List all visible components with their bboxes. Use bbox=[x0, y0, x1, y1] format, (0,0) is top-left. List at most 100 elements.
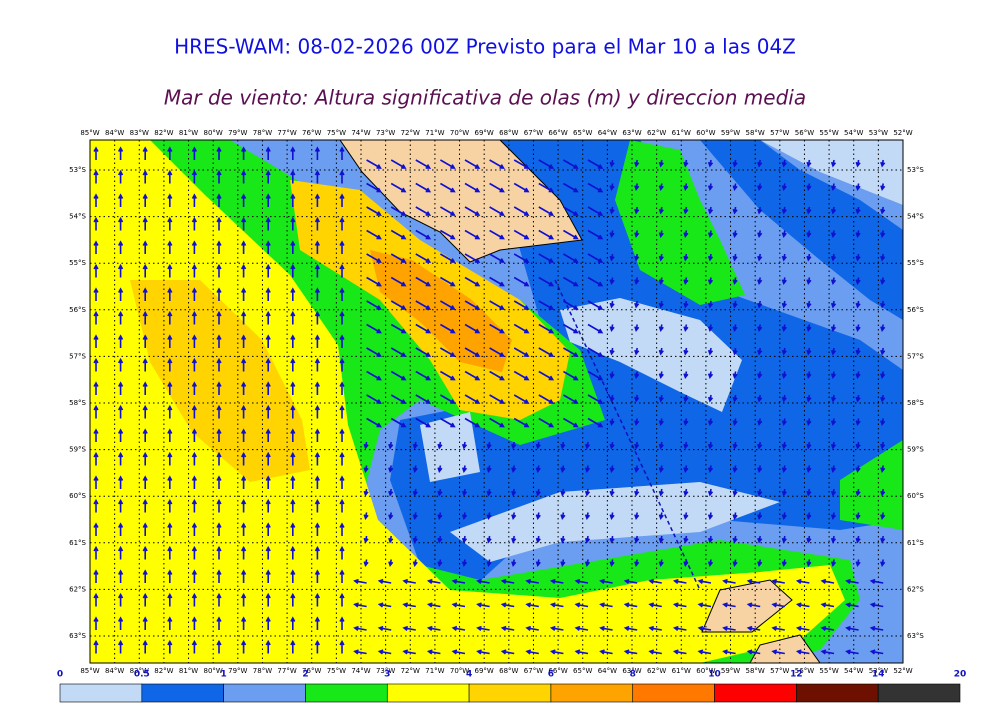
wave-arrow bbox=[437, 512, 443, 521]
lon-label: 72°W bbox=[401, 667, 420, 675]
wave-arrow bbox=[538, 253, 555, 263]
wave-arrow bbox=[167, 475, 173, 489]
wave-arrow bbox=[415, 323, 432, 334]
wave-arrow bbox=[439, 229, 456, 240]
wave-arrow bbox=[658, 512, 664, 521]
wave-arrow bbox=[93, 216, 99, 231]
wave-arrow bbox=[314, 428, 321, 442]
wave-arrow bbox=[290, 169, 296, 184]
wave-arrow bbox=[339, 475, 345, 489]
wave-arrow bbox=[290, 428, 296, 442]
wave-arrow bbox=[672, 649, 687, 655]
wave-arrow bbox=[513, 300, 530, 310]
wave-arrow bbox=[117, 569, 124, 583]
wave-arrow bbox=[93, 357, 99, 372]
wave-arrow bbox=[314, 381, 321, 395]
wave-arrow bbox=[464, 159, 481, 169]
wave-arrow bbox=[697, 602, 712, 608]
wave-arrow bbox=[489, 182, 505, 193]
wave-arrow bbox=[117, 498, 124, 513]
wave-arrow bbox=[707, 394, 714, 403]
wave-arrow bbox=[538, 347, 555, 357]
wave-arrow bbox=[757, 253, 763, 262]
wave-arrow bbox=[513, 417, 530, 428]
wave-arrow bbox=[830, 206, 837, 215]
wave-arrow bbox=[535, 488, 541, 497]
wave-arrow bbox=[855, 253, 861, 262]
wave-arrow bbox=[880, 230, 886, 239]
wave-arrow bbox=[549, 625, 564, 632]
wave-arrow bbox=[845, 649, 859, 655]
wave-arrow bbox=[191, 381, 198, 395]
wave-arrow bbox=[511, 559, 517, 568]
lon-label: 78°W bbox=[253, 667, 272, 675]
lat-label: 53°S bbox=[69, 166, 86, 174]
wave-arrow bbox=[117, 287, 124, 301]
wave-arrow bbox=[290, 287, 296, 301]
wave-arrow bbox=[587, 323, 604, 334]
legend-label: 12 bbox=[790, 670, 803, 680]
wave-arrow bbox=[117, 381, 124, 395]
wave-arrow bbox=[683, 512, 689, 521]
wave-arrow bbox=[464, 394, 481, 404]
wave-arrow bbox=[314, 193, 321, 207]
wave-arrow bbox=[634, 394, 640, 403]
wave-arrow bbox=[880, 347, 886, 356]
wave-arrow bbox=[587, 300, 604, 310]
wave-arrow bbox=[609, 183, 615, 192]
wave-arrow bbox=[93, 569, 99, 583]
wave-arrow bbox=[732, 418, 738, 427]
wave-arrow bbox=[658, 230, 664, 239]
lon-label: 73°W bbox=[376, 667, 395, 675]
wave-arrow bbox=[560, 441, 566, 450]
wave-arrow bbox=[830, 465, 837, 474]
lon-label: 58°W bbox=[746, 667, 765, 675]
wave-arrow bbox=[489, 417, 505, 428]
wave-arrow bbox=[820, 602, 835, 608]
wave-arrow bbox=[806, 300, 812, 309]
wave-arrow bbox=[240, 569, 247, 583]
wave-arrow bbox=[658, 183, 664, 192]
wave-arrow bbox=[683, 559, 689, 568]
wave-arrow bbox=[117, 310, 124, 325]
wave-arrow bbox=[855, 465, 861, 474]
wave-arrow bbox=[366, 253, 382, 263]
wave-arrow bbox=[353, 625, 367, 632]
wave-arrow bbox=[117, 545, 124, 560]
wave-arrow bbox=[464, 229, 481, 240]
wave-arrow bbox=[439, 276, 456, 287]
lat-label: 57°S bbox=[69, 352, 86, 360]
wave-arrow bbox=[830, 488, 837, 497]
wave-arrow bbox=[820, 649, 835, 655]
wave-arrow bbox=[240, 592, 247, 607]
wave-arrow bbox=[366, 182, 382, 193]
wave-arrow bbox=[658, 441, 664, 450]
lon-label: 52°W bbox=[893, 129, 912, 137]
wave-arrow bbox=[489, 300, 505, 310]
wave-arrow bbox=[830, 300, 837, 309]
wave-arrow bbox=[439, 182, 456, 193]
wave-arrow bbox=[437, 465, 443, 474]
wave-arrow bbox=[732, 488, 738, 497]
wave-arrow bbox=[402, 602, 416, 608]
lon-label: 53°W bbox=[869, 129, 888, 137]
wave-arrow bbox=[513, 159, 530, 169]
wave-arrow bbox=[93, 522, 99, 536]
wave-arrow bbox=[339, 310, 345, 325]
wave-arrow bbox=[240, 334, 247, 348]
wave-arrow bbox=[93, 146, 99, 160]
wave-arrow bbox=[426, 602, 441, 608]
wave-arrow bbox=[722, 578, 736, 585]
wave-arrow bbox=[142, 381, 148, 395]
wave-arrow bbox=[634, 300, 640, 309]
wave-arrow bbox=[880, 253, 886, 262]
wave-arrow bbox=[855, 230, 861, 239]
wave-arrow bbox=[117, 616, 124, 630]
wave-arrow bbox=[415, 276, 432, 287]
wave-arrow bbox=[855, 371, 861, 380]
wave-arrow bbox=[781, 559, 787, 568]
wave-arrow bbox=[290, 592, 296, 607]
wave-arrow bbox=[562, 417, 579, 428]
wave-arrow bbox=[290, 240, 296, 254]
